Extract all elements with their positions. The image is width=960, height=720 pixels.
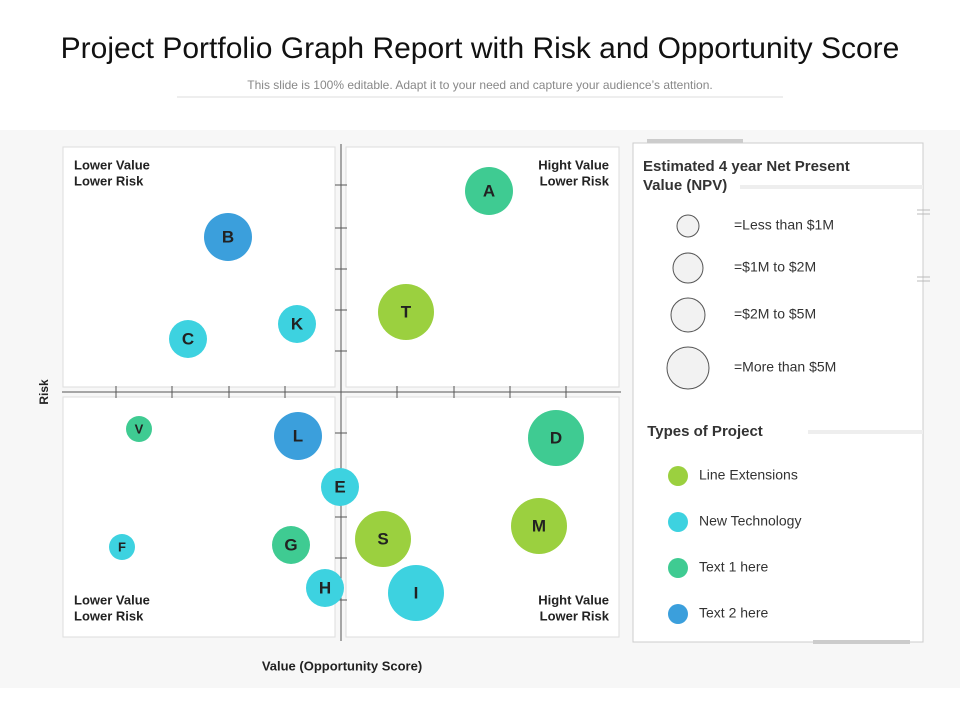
bubble (528, 410, 584, 466)
bubble (169, 320, 207, 358)
bubble (355, 511, 411, 567)
bubble (388, 565, 444, 621)
bubble (278, 305, 316, 343)
legend-title: Estimated 4 year Net Present Value (NPV) (643, 158, 850, 194)
bubble-label: M (532, 516, 546, 535)
title: Project Portfolio Graph Report with Risk… (61, 32, 900, 65)
type-label: Line Extensions (699, 467, 798, 483)
bubble-label: C (182, 329, 194, 348)
bubble-label: G (284, 535, 297, 554)
size-key (666, 346, 710, 390)
type-label: Text 2 here (699, 605, 768, 621)
size-key (672, 252, 704, 284)
subtitle: This slide is 100% editable. Adapt it to… (247, 78, 712, 92)
type-key (668, 604, 688, 624)
quadrant-label: Lower Risk (74, 173, 144, 188)
bubble-label: D (550, 428, 562, 447)
bubble-label: K (291, 314, 304, 333)
bubble (272, 526, 310, 564)
type-label: New Technology (699, 513, 801, 529)
bubble (109, 534, 135, 560)
quadrant-label: Hight Value (538, 157, 609, 172)
quadrant-label: Hight Value (538, 592, 609, 607)
bubble-label: E (334, 477, 345, 496)
x-axis-label: Value (Opportunity Score) (262, 658, 422, 673)
quadrant-label: Lower Risk (540, 173, 610, 188)
quadrant-label: Lower Risk (74, 608, 144, 623)
bubble-label: T (401, 302, 412, 321)
size-label: =$2M to $5M (734, 306, 816, 322)
quadrant-label: Lower Value (74, 592, 150, 607)
size-key (676, 214, 700, 238)
bubble-label: A (483, 181, 495, 200)
type-key (668, 466, 688, 486)
bubble-label: S (377, 529, 388, 548)
bubble (274, 412, 322, 460)
bubble (511, 498, 567, 554)
bubble (126, 416, 152, 442)
size-key (670, 297, 706, 333)
bubble-label: V (135, 421, 144, 436)
bubble-label: F (118, 539, 126, 554)
type-key (668, 512, 688, 532)
bubble-label: L (293, 426, 303, 445)
bubble (204, 213, 252, 261)
bubble (321, 468, 359, 506)
bubble-label: B (222, 227, 234, 246)
y-axis-label: Risk (37, 379, 51, 405)
bubble (465, 167, 513, 215)
size-label: =$1M to $2M (734, 259, 816, 275)
bubble (306, 569, 344, 607)
size-label: =Less than $1M (734, 217, 834, 233)
types-title: Types of Project (647, 423, 763, 440)
bubble (378, 284, 434, 340)
bubble-label: H (319, 578, 331, 597)
type-label: Text 1 here (699, 559, 768, 575)
bubble-label: I (414, 583, 419, 602)
type-key (668, 558, 688, 578)
quadrant-label: Lower Value (74, 157, 150, 172)
quadrant-label: Lower Risk (540, 608, 610, 623)
size-label: =More than $5M (734, 359, 836, 375)
